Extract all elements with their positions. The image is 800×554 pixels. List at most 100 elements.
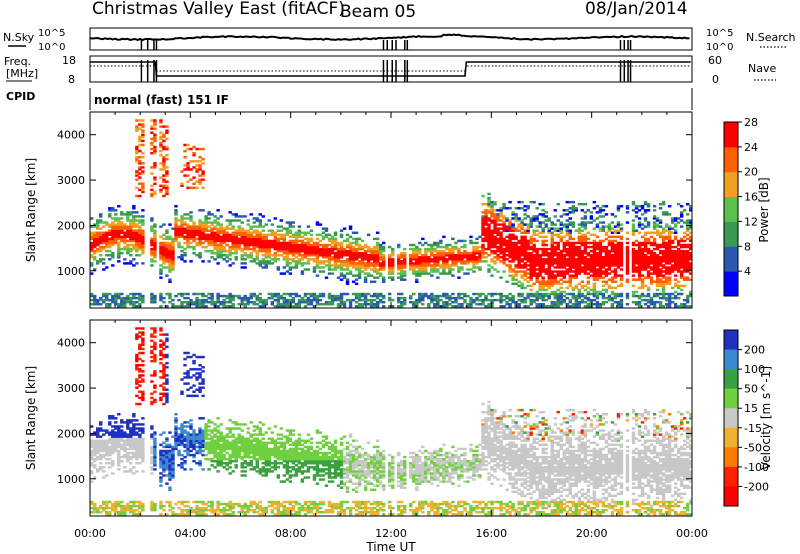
power-cell bbox=[255, 298, 259, 302]
power-cell bbox=[688, 268, 693, 271]
power-cell bbox=[180, 258, 184, 261]
power-cell bbox=[592, 278, 597, 281]
power-cell bbox=[138, 156, 142, 159]
power-cell bbox=[333, 241, 338, 245]
power-cell bbox=[487, 264, 491, 267]
power-cell bbox=[457, 256, 461, 259]
power-cell bbox=[403, 270, 407, 273]
power-cell bbox=[529, 260, 533, 263]
power-cell bbox=[541, 254, 545, 257]
power-cell bbox=[583, 233, 588, 237]
power-cell bbox=[276, 258, 281, 261]
power-cell bbox=[469, 241, 473, 245]
power-cell bbox=[150, 292, 154, 296]
power-cell bbox=[550, 262, 554, 265]
power-cell bbox=[165, 231, 169, 234]
power-cell bbox=[418, 300, 422, 304]
power-cell bbox=[168, 266, 172, 269]
power-cell bbox=[517, 223, 521, 226]
power-cell bbox=[336, 256, 341, 259]
power-cell bbox=[360, 264, 365, 267]
power-cell bbox=[276, 241, 281, 245]
power-cell bbox=[589, 241, 594, 245]
power-cell bbox=[342, 276, 347, 279]
power-cell bbox=[159, 268, 163, 271]
power-cell bbox=[667, 237, 672, 241]
power-cell bbox=[381, 266, 386, 269]
power-cell bbox=[225, 243, 229, 247]
power-cell bbox=[574, 209, 579, 212]
power-cell bbox=[252, 241, 256, 245]
power-cell bbox=[535, 251, 539, 255]
power-cell bbox=[502, 237, 506, 241]
power-cell bbox=[336, 247, 341, 251]
power-cell bbox=[544, 235, 548, 239]
power-cell bbox=[159, 125, 163, 128]
power-cell bbox=[550, 272, 554, 275]
power-cell bbox=[348, 272, 353, 275]
velocity-cell bbox=[90, 449, 94, 453]
power-cell bbox=[544, 268, 548, 271]
noise-tick-high-right: 10^5 bbox=[706, 28, 733, 39]
velocity-cell bbox=[111, 429, 115, 432]
power-cell bbox=[538, 260, 542, 263]
power-cell bbox=[415, 258, 419, 261]
power-cell bbox=[123, 233, 127, 237]
power-cell bbox=[601, 264, 606, 267]
power-cell bbox=[670, 254, 675, 257]
power-cell bbox=[610, 270, 615, 273]
velocity-cell bbox=[129, 468, 133, 471]
power-cell bbox=[403, 260, 407, 263]
power-cell bbox=[288, 243, 293, 247]
power-cell bbox=[637, 223, 642, 226]
power-cell bbox=[96, 233, 100, 237]
power-cell bbox=[138, 168, 142, 171]
power-cell bbox=[421, 254, 425, 257]
power-cell bbox=[559, 215, 563, 218]
power-cell bbox=[96, 303, 100, 306]
power-cell bbox=[679, 205, 684, 208]
power-cell bbox=[111, 254, 115, 257]
power-cell bbox=[586, 258, 591, 261]
power-cell bbox=[366, 256, 371, 259]
power-cell bbox=[442, 235, 446, 239]
power-cell bbox=[499, 300, 503, 304]
power-cell bbox=[183, 247, 187, 251]
power-cell bbox=[180, 305, 184, 308]
power-cell bbox=[610, 286, 615, 290]
power-cell bbox=[631, 264, 636, 267]
power-cell bbox=[679, 254, 684, 257]
power-cell bbox=[108, 207, 112, 210]
power-cell bbox=[126, 245, 130, 249]
power-cell bbox=[258, 233, 262, 237]
power-cell bbox=[300, 270, 305, 273]
power-cell bbox=[550, 305, 554, 308]
power-cell bbox=[571, 288, 576, 292]
velocity-cell bbox=[135, 453, 139, 457]
power-cell bbox=[291, 249, 296, 253]
power-cell bbox=[559, 239, 563, 243]
power-cell bbox=[592, 266, 597, 269]
power-cell bbox=[550, 260, 554, 263]
power-cell bbox=[315, 296, 320, 300]
power-cell bbox=[288, 223, 293, 226]
power-cell bbox=[297, 298, 302, 302]
power-cell bbox=[102, 245, 106, 249]
power-cell bbox=[604, 237, 609, 241]
power-cell bbox=[517, 256, 521, 259]
power-cell bbox=[619, 251, 624, 255]
velocity-cell bbox=[90, 453, 94, 457]
power-cell bbox=[183, 296, 187, 300]
power-cell bbox=[225, 231, 229, 234]
power-cell bbox=[553, 241, 557, 245]
velocity-cell bbox=[129, 441, 133, 445]
power-cell bbox=[141, 239, 145, 243]
power-cell bbox=[303, 300, 308, 304]
velocity-cell bbox=[105, 429, 109, 432]
power-cell bbox=[535, 233, 539, 237]
power-cell bbox=[297, 233, 302, 237]
power-cell bbox=[159, 190, 163, 194]
power-cell bbox=[369, 298, 374, 302]
power-cell bbox=[111, 223, 115, 226]
power-cell bbox=[454, 260, 458, 263]
